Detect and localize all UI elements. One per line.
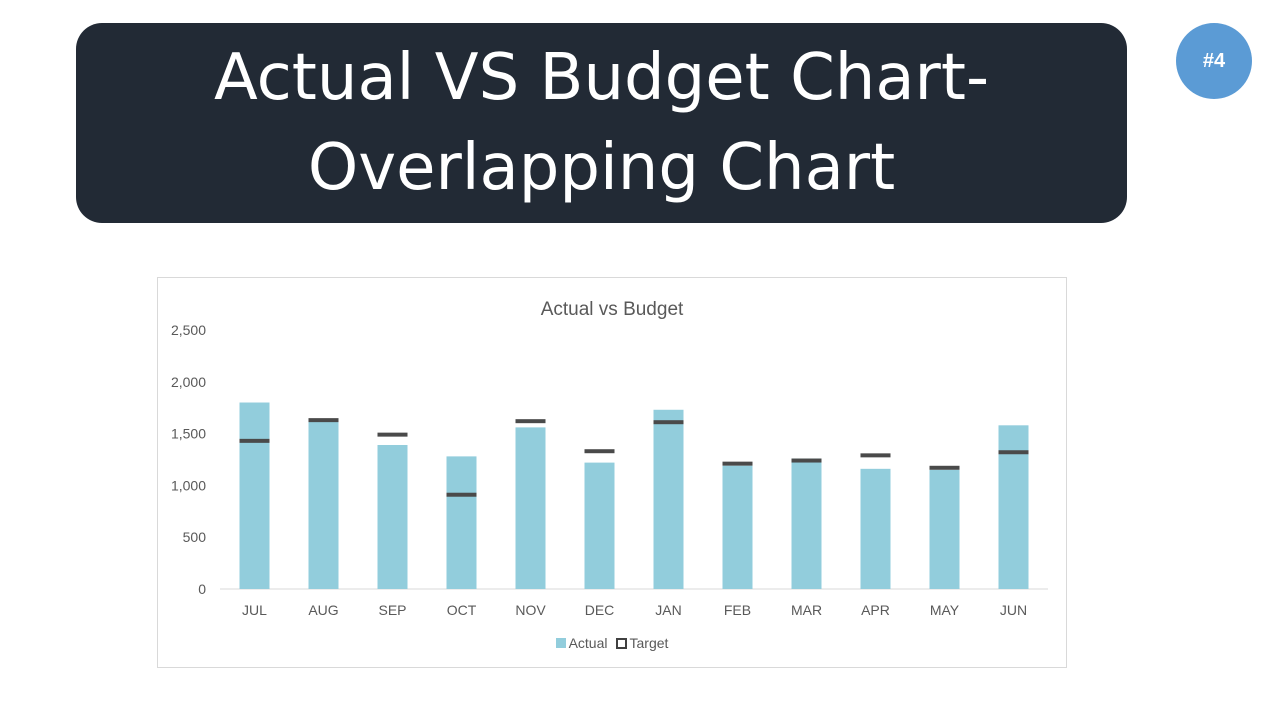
target-marker <box>239 438 270 443</box>
x-tick-label: AUG <box>308 602 338 618</box>
x-tick-label: APR <box>861 602 890 618</box>
title-line-1: Actual VS Budget Chart- <box>213 41 990 115</box>
target-marker <box>929 465 960 470</box>
bar-actual <box>377 444 408 589</box>
chart-frame: Actual vs Budget 0 500 1,000 1,500 2,000 2,500… <box>157 277 1067 668</box>
x-tick-label: MAY <box>930 602 960 618</box>
y-tick-label: 2,500 <box>171 322 206 338</box>
target-marker <box>722 461 753 466</box>
bar-actual <box>791 458 822 589</box>
target-marker <box>653 420 684 425</box>
target-marker <box>584 449 615 454</box>
episode-badge: #4 <box>1176 23 1252 99</box>
x-tick-label: FEB <box>724 602 751 618</box>
y-tick-label: 1,000 <box>171 477 206 493</box>
bar-actual <box>653 409 684 589</box>
chart-legend: Actual Target <box>158 635 1066 651</box>
x-tick-label: NOV <box>515 602 546 618</box>
y-tick-label: 2,000 <box>171 374 206 390</box>
bar-actual <box>584 462 615 589</box>
bar-actual <box>308 420 339 589</box>
y-tick-label: 0 <box>198 581 206 597</box>
x-tick-label: JUL <box>242 602 267 618</box>
chart-svg: Actual vs Budget 0 500 1,000 1,500 2,000 2,500… <box>171 299 1048 618</box>
legend-label-target: Target <box>629 635 669 651</box>
y-tick-label: 500 <box>183 529 207 545</box>
legend-item-target: Target <box>615 635 669 651</box>
x-tick-label: DEC <box>585 602 615 618</box>
x-tick-label: SEP <box>378 602 406 618</box>
x-tick-label: JAN <box>655 602 681 618</box>
target-marker <box>446 492 477 497</box>
target-marker <box>515 419 546 424</box>
legend-swatch-target <box>615 637 627 649</box>
title-banner: Actual VS Budget Chart- Overlapping Char… <box>76 23 1127 223</box>
legend-swatch-actual <box>555 638 566 648</box>
bar-actual <box>929 469 960 589</box>
bar-actual <box>722 465 753 589</box>
bar-actual <box>515 427 546 589</box>
target-marker <box>860 453 891 458</box>
bar-actual <box>446 456 477 589</box>
bar-actual <box>239 402 270 589</box>
target-marker <box>791 458 822 463</box>
bar-actual <box>998 425 1029 589</box>
x-tick-label: OCT <box>447 602 477 618</box>
legend-item-actual: Actual <box>555 635 608 651</box>
legend-label-actual: Actual <box>568 635 608 651</box>
bar-actual <box>860 468 891 589</box>
target-marker <box>998 450 1029 455</box>
x-tick-label: JUN <box>1000 602 1027 618</box>
x-tick-label: MAR <box>791 602 822 618</box>
target-marker <box>377 432 408 437</box>
chart-title: Actual vs Budget <box>541 299 684 320</box>
title-line-2: Overlapping Chart <box>307 131 896 205</box>
target-marker <box>308 418 339 423</box>
y-tick-label: 1,500 <box>171 426 206 442</box>
